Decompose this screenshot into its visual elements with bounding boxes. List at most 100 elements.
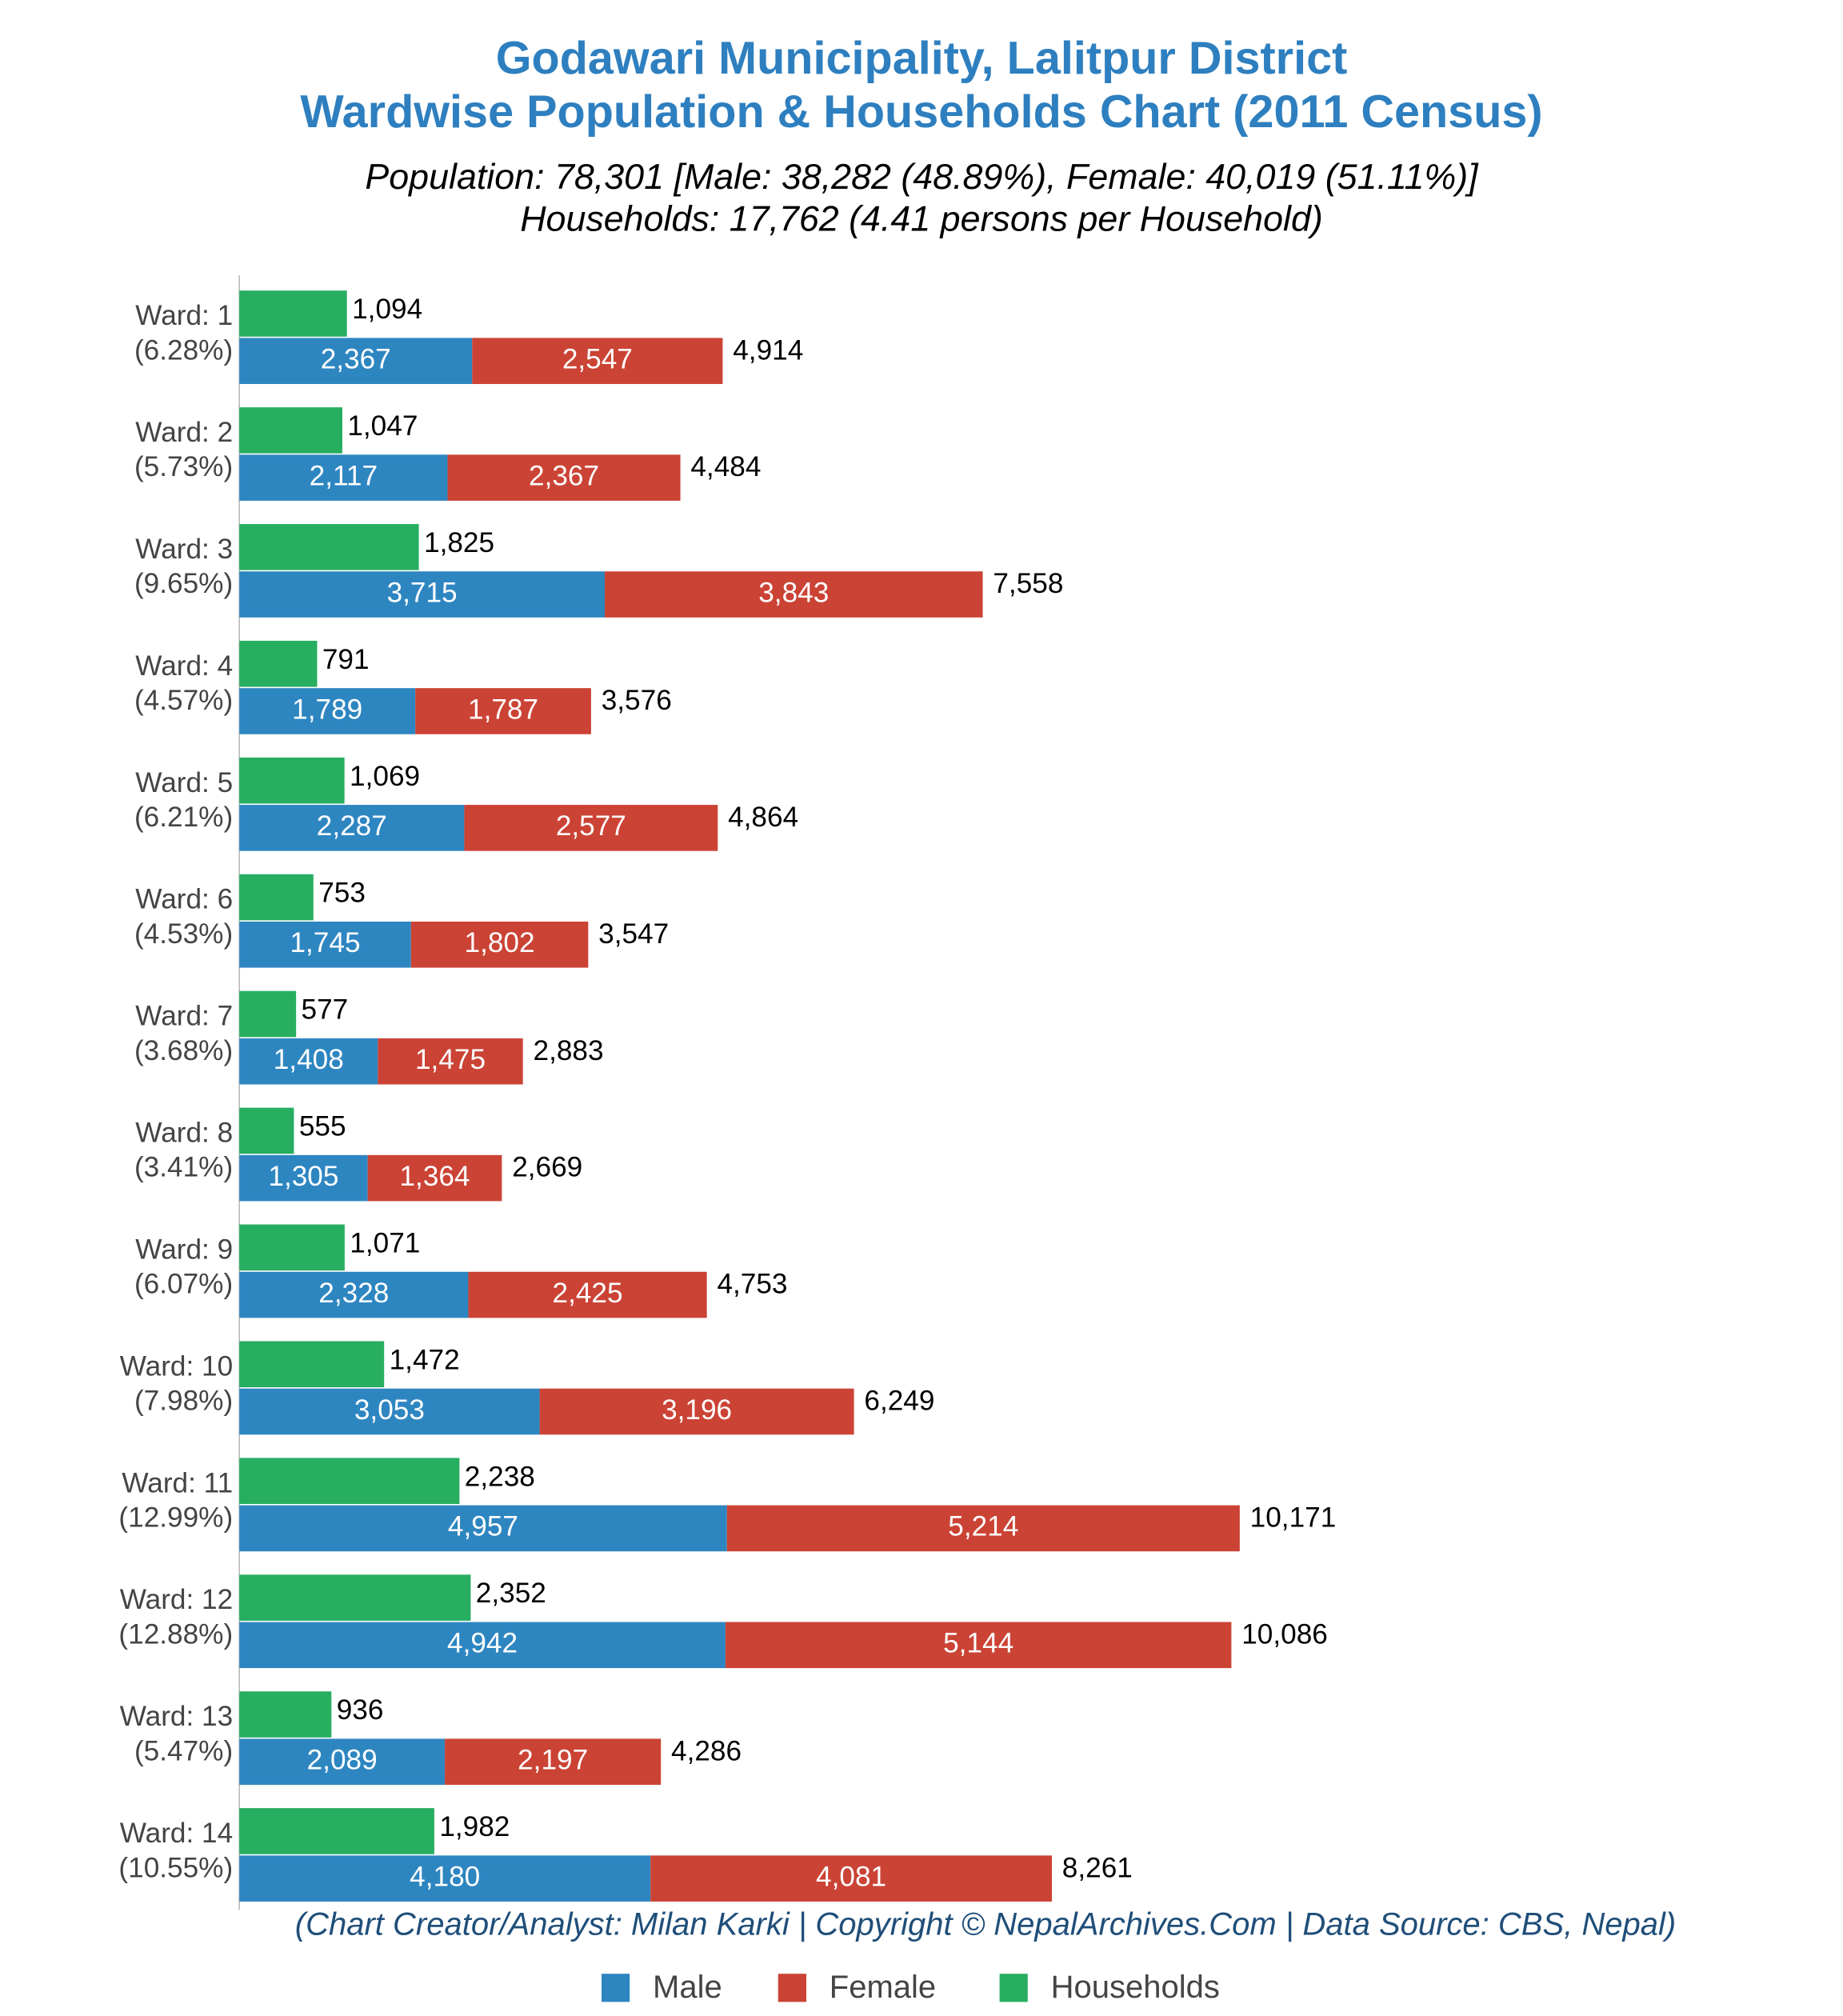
total-label: 4,286 [671,1735,742,1766]
legend-swatch [602,1974,630,2002]
data-label: 4,957 [448,1511,518,1542]
data-label: 1,745 [290,927,360,958]
total-label: 4,864 [728,802,798,833]
data-label: 791 [322,644,370,675]
y-tick-label: Ward: 11 [122,1467,233,1498]
data-label: 1,094 [352,294,422,325]
y-tick-label: (4.57%) [134,685,233,716]
bar [239,1224,345,1271]
bar [239,805,465,851]
data-label: 555 [299,1111,346,1142]
total-label: 8,261 [1062,1852,1133,1883]
bar [239,1574,471,1621]
bar [239,1505,727,1552]
data-label: 2,425 [553,1278,623,1309]
bar [239,1388,540,1435]
y-tick-label: (3.41%) [134,1152,233,1183]
data-label: 2,367 [321,343,391,374]
legend-label: Male [653,1970,722,2005]
data-label: 2,547 [562,343,633,374]
total-label: 4,914 [733,334,803,366]
data-label: 753 [318,878,366,909]
total-label: 6,249 [864,1386,934,1417]
y-tick-label: (6.28%) [134,334,233,366]
data-label: 1,475 [415,1044,486,1075]
data-label: 1,364 [399,1161,470,1192]
y-tick-label: Ward: 6 [135,884,233,915]
y-tick-label: Ward: 7 [135,1001,233,1032]
y-tick-label: (5.47%) [134,1735,233,1766]
bar [239,1107,294,1154]
bar [410,922,589,968]
data-label: 1,069 [350,761,420,792]
chart-subtitle: Population: 78,301 [Male: 38,282 (48.89%… [365,157,1479,197]
data-label: 1,789 [292,694,362,725]
bar [472,338,723,384]
y-tick-label: Ward: 12 [120,1584,233,1615]
total-label: 4,484 [690,451,761,482]
legend-swatch [778,1974,806,2002]
legend-label: Households [1051,1970,1220,2005]
legend-swatch [999,1974,1028,2002]
bar [239,757,345,804]
total-label: 7,558 [993,568,1063,599]
y-tick-label: Ward: 3 [135,534,233,565]
y-tick-label: Ward: 8 [135,1118,233,1149]
total-label: 3,576 [602,685,672,716]
bar [367,1154,502,1202]
data-label: 577 [302,994,349,1026]
data-label: 2,238 [465,1461,535,1492]
data-label: 2,367 [529,460,599,491]
y-tick-label: Ward: 14 [120,1818,233,1849]
data-label: 2,577 [556,810,626,842]
data-label: 1,408 [274,1044,344,1075]
y-tick-label: Ward: 9 [135,1234,233,1265]
bar [239,1458,460,1504]
data-label: 1,982 [439,1811,510,1842]
bar [239,290,347,337]
y-tick-label: (4.53%) [134,918,233,950]
bar [447,454,681,501]
total-label: 3,547 [598,918,669,950]
bar [239,1271,469,1318]
bar [239,454,448,501]
chart-title: Wardwise Population & Households Chart (… [300,86,1542,138]
data-label: 3,843 [758,577,829,608]
bar [239,407,342,454]
bar [445,1738,662,1786]
data-label: 2,089 [307,1745,378,1776]
y-tick-label: (12.88%) [118,1618,233,1650]
chart-title: Godawari Municipality, Lalitpur District [496,33,1348,84]
y-tick-label: Ward: 4 [135,650,233,682]
data-label: 2,328 [318,1278,389,1309]
bar [239,874,314,921]
data-label: 2,352 [476,1578,546,1609]
bar [239,571,606,618]
bar [239,1341,385,1388]
bar [464,805,718,851]
y-tick-label: (6.07%) [134,1269,233,1300]
bar [239,1855,651,1902]
data-label: 4,180 [410,1861,480,1892]
y-tick-label: (5.73%) [134,451,233,482]
bar [239,1038,378,1085]
data-label: 4,942 [447,1628,518,1659]
total-label: 10,171 [1250,1502,1337,1533]
y-tick-label: Ward: 2 [135,417,233,448]
data-label: 1,305 [268,1161,338,1192]
bar [239,922,411,968]
bar [468,1271,707,1318]
data-label: 1,472 [390,1344,460,1375]
data-label: 1,047 [347,410,418,442]
y-tick-label: Ward: 10 [120,1350,233,1382]
total-label: 2,669 [512,1152,582,1183]
data-label: 1,071 [350,1227,420,1258]
y-tick-label: (12.99%) [118,1502,233,1533]
y-tick-label: (3.68%) [134,1035,233,1066]
bar [239,524,419,570]
y-tick-label: (10.55%) [118,1852,233,1883]
y-tick-label: (7.98%) [134,1386,233,1417]
caption: (Chart Creator/Analyst: Milan Karki | Co… [295,1907,1676,1942]
total-label: 2,883 [534,1035,604,1066]
data-label: 1,787 [468,694,538,725]
